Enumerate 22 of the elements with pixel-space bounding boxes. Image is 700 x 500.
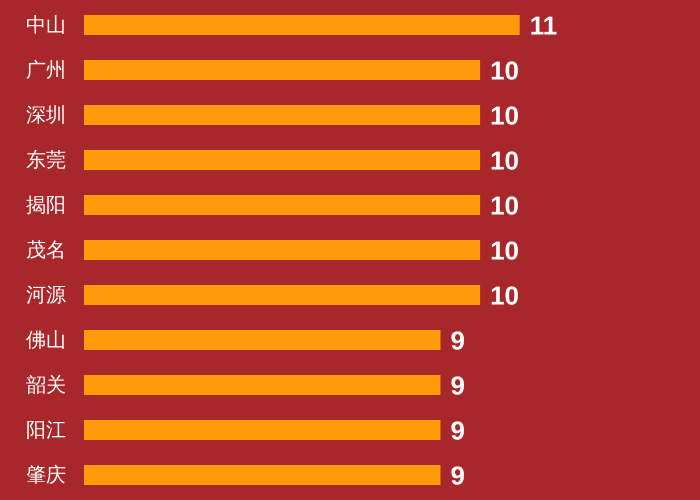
y-tick-label: 中山 [26, 12, 66, 37]
data-label: 10 [490, 280, 520, 310]
y-tick-label: 韶关 [26, 372, 66, 397]
data-label: 10 [490, 55, 520, 86]
y-tick-label: 茂名 [26, 238, 66, 262]
y-tick-label: 阳江 [26, 418, 66, 442]
data-label: 10 [490, 190, 520, 220]
y-tick-label: 肇庆 [26, 462, 66, 487]
y-tick-label: 深圳 [26, 102, 66, 127]
data-label: 10 [490, 235, 520, 266]
y-tick-label: 佛山 [26, 328, 66, 352]
data-label: 9 [450, 370, 465, 400]
y-tick-label: 东莞 [26, 148, 66, 172]
data-label: 9 [450, 415, 465, 446]
data-label: 9 [450, 460, 465, 490]
y-tick-label: 揭阳 [26, 192, 66, 217]
data-label: 10 [490, 100, 520, 130]
data-label: 11 [530, 10, 558, 40]
data-label: 9 [450, 325, 465, 356]
y-tick-label: 河源 [26, 282, 66, 307]
data-label: 10 [490, 145, 520, 176]
y-tick-label: 广州 [26, 58, 66, 82]
